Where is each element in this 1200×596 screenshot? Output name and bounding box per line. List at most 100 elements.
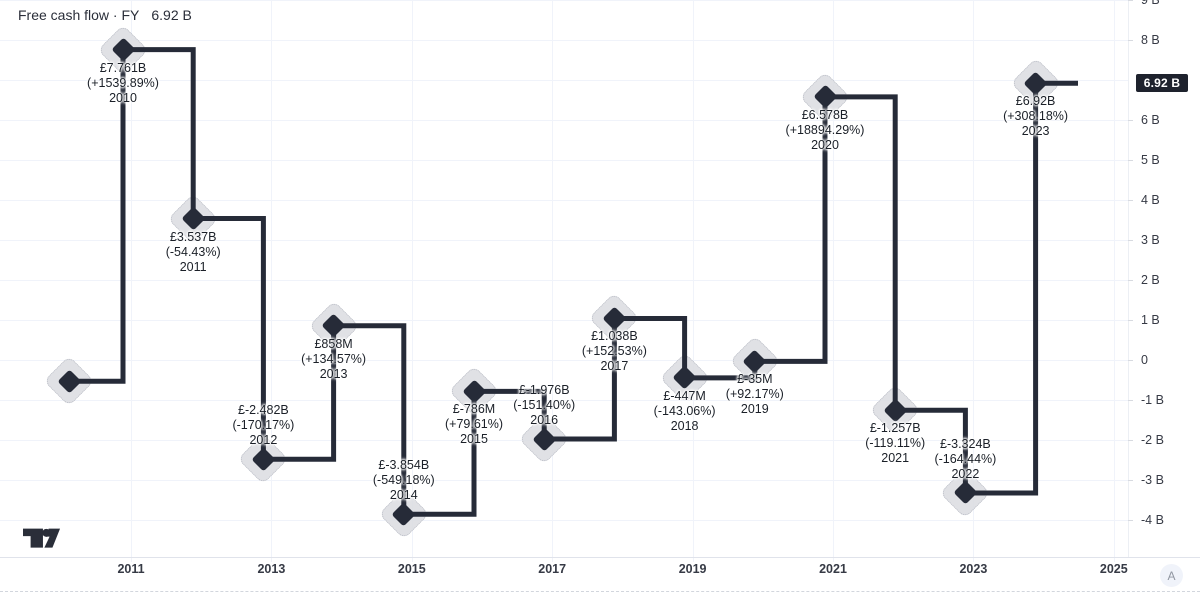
y-axis-tick-label[interactable]: -4 B: [1141, 513, 1164, 527]
x-axis-tick-label[interactable]: 2025: [1099, 562, 1128, 576]
point-value-label: £-3.854B: [378, 458, 430, 473]
x-axis-tick-label[interactable]: 2021: [819, 562, 847, 576]
x-axis-tick-label[interactable]: 2013: [257, 562, 286, 576]
data-point-label: £6.92B (+308.18%) 2023: [971, 94, 1101, 139]
y-axis-tick-mark: [1128, 400, 1133, 401]
point-year-label: 2014: [389, 488, 418, 503]
y-axis-tick-label[interactable]: 5 B: [1141, 153, 1160, 167]
x-axis-tick-label[interactable]: 2011: [117, 562, 145, 576]
point-change-label: (+308.18%): [1003, 109, 1069, 124]
gridline-vertical: [833, 0, 834, 562]
y-axis-tick-label[interactable]: 0: [1141, 353, 1148, 367]
gridline-horizontal: [0, 520, 1128, 521]
auto-scale-button[interactable]: A: [1160, 564, 1183, 587]
y-axis-tick-mark: [1128, 480, 1133, 481]
y-axis-tick-label[interactable]: 2 B: [1141, 273, 1160, 287]
gridline-vertical: [552, 0, 554, 562]
point-value-label: £-1.257B: [869, 421, 921, 436]
gridline-horizontal: [0, 120, 1128, 121]
point-year-label: 2020: [811, 137, 839, 152]
point-year-label: 2018: [670, 418, 699, 433]
gridline-vertical: [271, 0, 273, 562]
data-point-label: £-1.976B (-151.40%) 2016: [479, 383, 609, 428]
y-axis-tick-mark: [1128, 120, 1133, 121]
point-year-label: 2011: [179, 259, 207, 274]
data-point-label: £-3.324B (-164.44%) 2022: [900, 437, 1030, 482]
point-change-label: (-549.18%): [372, 473, 435, 488]
point-value-label: £-2.482B: [238, 403, 289, 418]
data-point-label: £-1.257B (-119.11%) 2021: [830, 421, 960, 466]
data-point-label: £7.761B (+1539.89%) 2010: [58, 61, 188, 106]
point-value-label: £6.578B: [801, 107, 849, 122]
y-axis-tick-label[interactable]: 6 B: [1141, 113, 1160, 127]
point-change-label: (-143.06%): [653, 403, 716, 418]
y-axis-tick-label[interactable]: 3 B: [1141, 233, 1160, 247]
x-axis-tick-label[interactable]: 2019: [678, 562, 707, 576]
gridline-horizontal: [0, 160, 1128, 161]
gridline-horizontal: [0, 360, 1128, 361]
indicator-title: Free cash flow · FY: [18, 7, 140, 23]
x-axis-tick-label[interactable]: 2017: [538, 562, 567, 576]
data-point-label: £858M (+134.57%) 2013: [269, 337, 399, 382]
data-point-label: £-786M (+79.61%) 2015: [409, 402, 539, 447]
y-axis-separator: [1128, 0, 1129, 557]
y-axis-tick-label[interactable]: -1 B: [1141, 393, 1164, 407]
gridline-vertical: [692, 0, 694, 562]
gridline-horizontal: [0, 200, 1128, 201]
point-year-label: 2017: [600, 359, 629, 374]
point-value-label: £-35M: [737, 372, 773, 387]
y-axis-tick-label[interactable]: -2 B: [1141, 433, 1164, 447]
point-value-label: £-786M: [452, 402, 496, 417]
point-change-label: (+152.53%): [581, 344, 647, 359]
point-value-label: £3.537B: [169, 229, 217, 244]
y-axis-tick-label[interactable]: 8 B: [1141, 33, 1160, 47]
indicator-legend[interactable]: Free cash flow · FY 6.92 B: [18, 6, 192, 24]
point-change-label: (+18894.29%): [785, 122, 865, 137]
point-value-label: £6.92B: [1015, 94, 1056, 109]
y-axis-tick-mark: [1128, 520, 1133, 521]
y-axis-tick-label[interactable]: -3 B: [1141, 473, 1164, 487]
gridline-horizontal: [0, 480, 1128, 481]
point-change-label: (-164.44%): [934, 451, 997, 466]
y-axis-tick-mark: [1128, 240, 1133, 241]
point-change-label: (+92.17%): [725, 387, 784, 402]
point-year-label: 2015: [460, 432, 488, 447]
gridline-horizontal: [0, 320, 1128, 321]
point-value-label: £1.038B: [591, 329, 638, 344]
data-point-label: £-2.482B (-170.17%) 2012: [198, 403, 328, 448]
point-value-label: £-447M: [663, 388, 706, 403]
data-point-label: £-3.854B (-549.18%) 2014: [339, 458, 469, 503]
gridline-horizontal: [0, 40, 1128, 41]
y-axis-tick-label[interactable]: 4 B: [1141, 193, 1160, 207]
gridline-vertical: [411, 0, 413, 562]
y-axis-tick-mark: [1128, 280, 1133, 281]
y-axis-tick-mark: [1128, 360, 1133, 361]
point-year-label: 2019: [740, 402, 769, 417]
y-axis-tick-label[interactable]: 1 B: [1141, 313, 1160, 327]
last-value-badge: 6.92 B: [1136, 74, 1188, 93]
y-axis-tick-mark: [1128, 200, 1133, 201]
data-point-label: £6.578B (+18894.29%) 2020: [760, 108, 890, 153]
data-point-label: £-447M (-143.06%) 2018: [620, 389, 750, 434]
gridline-horizontal: [0, 240, 1128, 241]
x-axis-tick-label[interactable]: 2015: [397, 562, 426, 576]
data-point-label: £1.038B (+152.53%) 2017: [549, 329, 679, 374]
gridline-vertical: [131, 0, 132, 562]
point-year-label: 2010: [109, 90, 137, 105]
point-change-label: (-119.11%): [865, 436, 926, 451]
point-change-label: (+134.57%): [301, 351, 367, 366]
y-axis-tick-mark: [1128, 160, 1133, 161]
y-axis-tick-mark: [1128, 0, 1133, 1]
point-change-label: (+1539.89%): [87, 75, 159, 90]
y-axis-tick-mark: [1128, 320, 1133, 321]
indicator-value: 6.92 B: [151, 7, 192, 23]
y-axis-tick-label[interactable]: 9 B: [1141, 0, 1160, 7]
point-year-label: 2023: [1021, 124, 1050, 139]
x-axis-separator: [0, 557, 1200, 558]
point-year-label: 2013: [319, 366, 348, 381]
tradingview-logo-icon[interactable]: [23, 526, 61, 553]
x-axis-tick-label[interactable]: 2023: [959, 562, 988, 576]
data-point-label: £3.537B (-54.43%) 2011: [128, 230, 258, 275]
